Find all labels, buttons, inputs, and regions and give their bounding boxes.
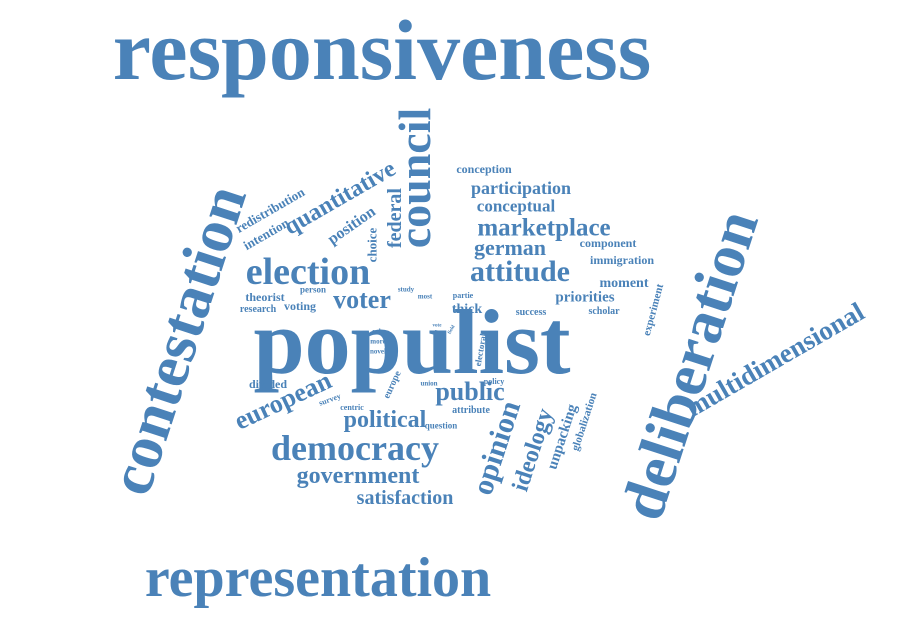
word-immigration: immigration (590, 253, 654, 267)
word-success: success (515, 307, 547, 318)
word-voting: voting (283, 299, 317, 313)
word-voter: voter (333, 285, 391, 314)
word-participation: participation (470, 178, 572, 198)
word-component: component (579, 236, 637, 250)
word-novel: novel (370, 347, 386, 356)
word-choice: choice (364, 227, 380, 263)
word-most: most (417, 292, 433, 301)
word-attitude: attitude (470, 255, 570, 288)
word-populist: populist (253, 291, 571, 393)
word-government: government (296, 463, 420, 489)
word-marketplace: marketplace (477, 214, 611, 242)
word-priorities: priorities (555, 289, 615, 306)
word-role: role (372, 327, 384, 336)
word-satisfaction: satisfaction (356, 487, 454, 509)
word-federal: federal (384, 188, 406, 248)
word-centric: centric (340, 403, 364, 412)
word-attribute: attribute (452, 405, 490, 416)
word-study: study (397, 285, 415, 294)
word-question: question (424, 420, 458, 431)
word-conception: conception (456, 162, 512, 176)
word-theorist: theorist (245, 290, 285, 304)
word-partie: partie (452, 291, 474, 300)
word-elite: elite (432, 330, 442, 336)
word-public: public (435, 377, 505, 406)
word-representation: representation (144, 547, 492, 609)
word-thick: thick (451, 302, 483, 317)
word-person: person (299, 284, 327, 295)
word-union: union (420, 379, 438, 388)
word-divided: divided (248, 377, 288, 391)
word-responsiveness: responsiveness (112, 2, 652, 98)
word-german: german (473, 235, 547, 260)
word-conceptual: conceptual (476, 196, 556, 216)
word-research: research (239, 304, 277, 315)
word-scholar: scholar (588, 306, 620, 317)
word-policy: policy (483, 377, 505, 386)
word-political: political (343, 407, 427, 433)
word-more: more (370, 337, 386, 346)
word-experiment: experiment (640, 282, 667, 338)
word-election: election (245, 251, 371, 293)
word-vote: vote (432, 323, 442, 329)
word-moment: moment (599, 276, 649, 291)
word-democracy: democracy (271, 428, 439, 468)
word-contestation: contestation (96, 177, 260, 503)
